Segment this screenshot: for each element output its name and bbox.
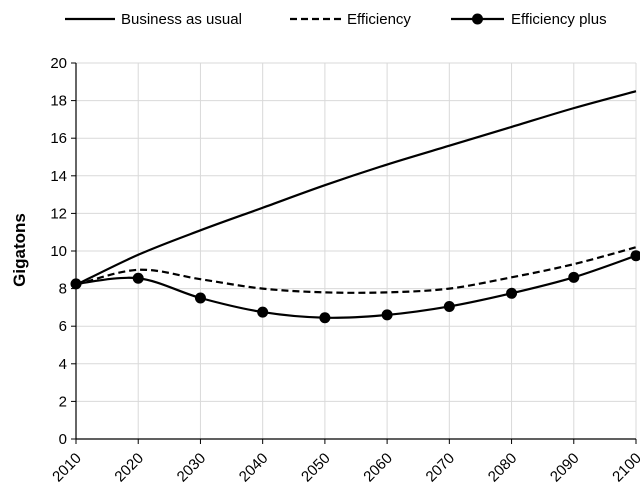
y-tick-label: 10 (50, 243, 67, 260)
x-tick-label: 2100 (609, 450, 640, 486)
x-tick-label: 2050 (298, 450, 334, 486)
series-line-2 (75, 246, 637, 294)
y-tick-label: 4 (59, 356, 67, 373)
y-tick-label: 12 (50, 205, 67, 222)
legend: Business as usual Efficiency Efficiency pl… (65, 11, 607, 28)
legend-marker-3 (472, 13, 483, 25)
y-tick-label: 20 (50, 55, 67, 72)
series-3-point (568, 271, 580, 283)
series-3-point (70, 278, 82, 290)
x-tick-label: 2030 (174, 450, 210, 486)
x-tick-label: 2090 (547, 450, 583, 486)
y-tick-labels: 0 2 4 6 8 10 12 14 16 18 20 (50, 55, 67, 448)
legend-label-2: Efficiency (347, 11, 411, 28)
y-tick-label: 16 (50, 130, 67, 147)
y-tick-label: 14 (50, 168, 67, 185)
series-3-point (630, 250, 640, 262)
series-line-1 (75, 90, 637, 286)
y-tick-label: 8 (59, 281, 67, 298)
y-tick-label: 18 (50, 93, 67, 110)
x-tick-label: 2080 (485, 450, 521, 486)
series-3-point (506, 287, 518, 299)
series-3-point (194, 292, 206, 304)
y-tick-label: 2 (59, 393, 67, 410)
x-tick-label: 2040 (236, 450, 272, 486)
series-3-point (257, 306, 269, 318)
grid-lines (76, 62, 637, 439)
series-lines (70, 90, 640, 324)
axes (71, 62, 637, 444)
x-tick-label: 2070 (423, 450, 459, 486)
series-3-point (381, 309, 393, 321)
x-tick-label: 2020 (111, 450, 147, 486)
y-tick-label: 0 (59, 431, 67, 448)
legend-label-1: Business as usual (121, 11, 242, 28)
series-line-3 (75, 254, 637, 319)
y-tick-label: 6 (59, 318, 67, 335)
x-tick-label: 2060 (360, 450, 396, 486)
series-3-point (319, 312, 331, 324)
y-axis-title: Gigatons (10, 213, 29, 287)
x-tick-label: 2010 (49, 450, 85, 486)
series-3-point (132, 272, 144, 284)
series-3-point (443, 300, 455, 312)
x-tick-labels: 2010 2020 2030 2040 2050 2060 2070 2080 2090 2100 (49, 450, 640, 486)
legend-label-3: Efficiency plus (511, 11, 607, 28)
